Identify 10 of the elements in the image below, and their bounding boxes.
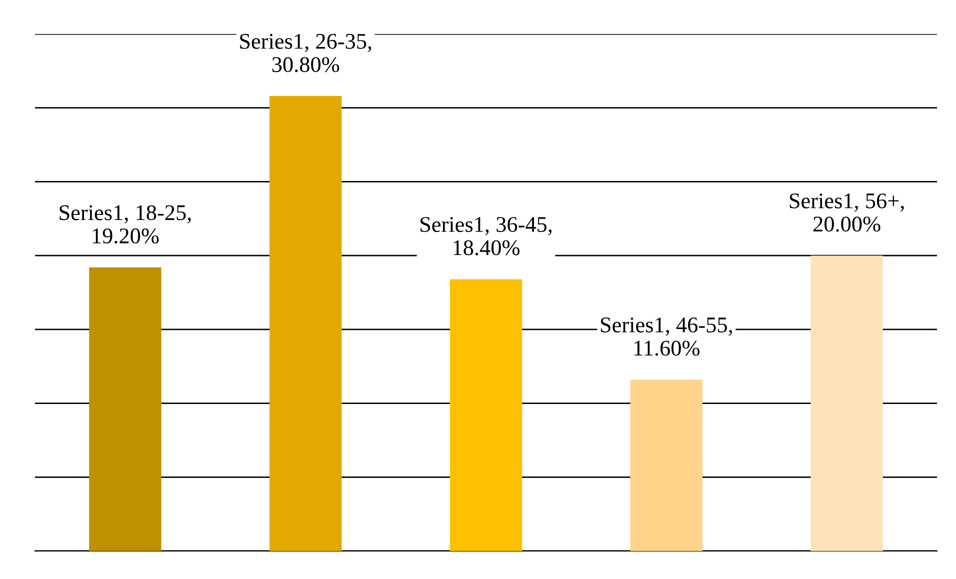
- bar: [450, 279, 522, 551]
- bar: [810, 256, 883, 551]
- data-label: Series1, 18-25, 19.20%: [60, 205, 191, 244]
- data-label: Series1, 36-45, 18.40%: [420, 217, 552, 256]
- bar: [89, 267, 162, 551]
- data-label: Series1, 46-55, 11.60%: [600, 318, 732, 356]
- bar: [630, 380, 702, 551]
- data-label: Series1, 56+, 20.00%: [790, 193, 904, 232]
- data-label: Series1, 26-35, 30.80%: [240, 34, 372, 72]
- bar: [270, 96, 342, 551]
